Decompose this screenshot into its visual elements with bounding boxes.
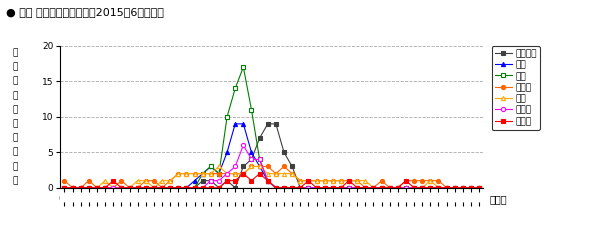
西条 bbox=[264, 179, 271, 182]
宇和島 bbox=[94, 186, 101, 189]
今治 bbox=[240, 66, 247, 68]
四国中央 bbox=[264, 123, 271, 125]
八幡浜 bbox=[94, 186, 101, 189]
中予 bbox=[61, 186, 68, 189]
Text: 者: 者 bbox=[13, 134, 18, 143]
四国中央 bbox=[207, 179, 214, 182]
中予 bbox=[321, 179, 329, 182]
今治 bbox=[264, 179, 271, 182]
Line: 今治: 今治 bbox=[62, 65, 481, 190]
四国中央 bbox=[337, 186, 344, 189]
四国中央 bbox=[94, 186, 101, 189]
宇和島 bbox=[337, 186, 344, 189]
今治 bbox=[94, 186, 101, 189]
八幡浜 bbox=[337, 186, 344, 189]
松山市 bbox=[61, 179, 68, 182]
中予 bbox=[451, 186, 458, 189]
西条 bbox=[94, 186, 101, 189]
宇和島 bbox=[321, 186, 329, 189]
宇和島 bbox=[264, 179, 271, 182]
松山市 bbox=[69, 186, 76, 189]
今治 bbox=[61, 186, 68, 189]
八幡浜 bbox=[475, 186, 483, 189]
今治 bbox=[475, 186, 483, 189]
中予 bbox=[475, 186, 483, 189]
Text: 患: 患 bbox=[13, 119, 18, 128]
八幡浜 bbox=[321, 186, 329, 189]
八幡浜 bbox=[451, 186, 458, 189]
八幡浜 bbox=[240, 144, 247, 147]
今治 bbox=[207, 165, 214, 168]
八幡浜 bbox=[207, 179, 214, 182]
Text: ● 県内 保健所別発生動向（2015年6月以降）: ● 県内 保健所別発生動向（2015年6月以降） bbox=[6, 7, 164, 17]
四国中央 bbox=[256, 137, 263, 139]
八幡浜 bbox=[264, 179, 271, 182]
Text: り: り bbox=[13, 105, 18, 114]
Line: 四国中央: 四国中央 bbox=[62, 122, 481, 190]
西条 bbox=[475, 186, 483, 189]
西条 bbox=[207, 165, 214, 168]
松山市 bbox=[475, 186, 483, 189]
中予 bbox=[215, 165, 222, 168]
松山市 bbox=[101, 186, 109, 189]
Legend: 四国中央, 西条, 今治, 松山市, 中予, 八幡浜, 宇和島: 四国中央, 西条, 今治, 松山市, 中予, 八幡浜, 宇和島 bbox=[492, 46, 540, 130]
今治 bbox=[337, 186, 344, 189]
Text: （週）: （週） bbox=[489, 194, 507, 204]
松山市 bbox=[248, 165, 255, 168]
宇和島 bbox=[61, 186, 68, 189]
Line: 宇和島: 宇和島 bbox=[62, 172, 481, 190]
松山市 bbox=[345, 179, 353, 182]
西条 bbox=[451, 186, 458, 189]
中予 bbox=[207, 172, 214, 175]
Text: 数: 数 bbox=[13, 176, 18, 185]
宇和島 bbox=[207, 186, 214, 189]
四国中央 bbox=[321, 186, 329, 189]
Text: 定: 定 bbox=[13, 48, 18, 57]
松山市 bbox=[272, 172, 280, 175]
松山市 bbox=[297, 179, 304, 182]
西条 bbox=[231, 123, 239, 125]
四国中央 bbox=[475, 186, 483, 189]
Line: 八幡浜: 八幡浜 bbox=[62, 143, 481, 190]
八幡浜 bbox=[61, 186, 68, 189]
宇和島 bbox=[475, 186, 483, 189]
中予 bbox=[264, 172, 271, 175]
中予 bbox=[94, 186, 101, 189]
Text: 当: 当 bbox=[13, 77, 18, 86]
宇和島 bbox=[451, 186, 458, 189]
Text: た: た bbox=[13, 91, 18, 100]
松山市 bbox=[329, 179, 336, 182]
四国中央 bbox=[451, 186, 458, 189]
西条 bbox=[337, 186, 344, 189]
Line: 西条: 西条 bbox=[62, 122, 481, 190]
中予 bbox=[337, 179, 344, 182]
Line: 中予: 中予 bbox=[62, 164, 481, 190]
今治 bbox=[321, 186, 329, 189]
西条 bbox=[321, 186, 329, 189]
Text: 告: 告 bbox=[13, 162, 18, 171]
Text: 点: 点 bbox=[13, 63, 18, 72]
宇和島 bbox=[240, 172, 247, 175]
西条 bbox=[61, 186, 68, 189]
Line: 松山市: 松山市 bbox=[62, 164, 481, 190]
Text: 報: 報 bbox=[13, 148, 18, 157]
松山市 bbox=[215, 172, 222, 175]
今治 bbox=[451, 186, 458, 189]
四国中央 bbox=[61, 186, 68, 189]
